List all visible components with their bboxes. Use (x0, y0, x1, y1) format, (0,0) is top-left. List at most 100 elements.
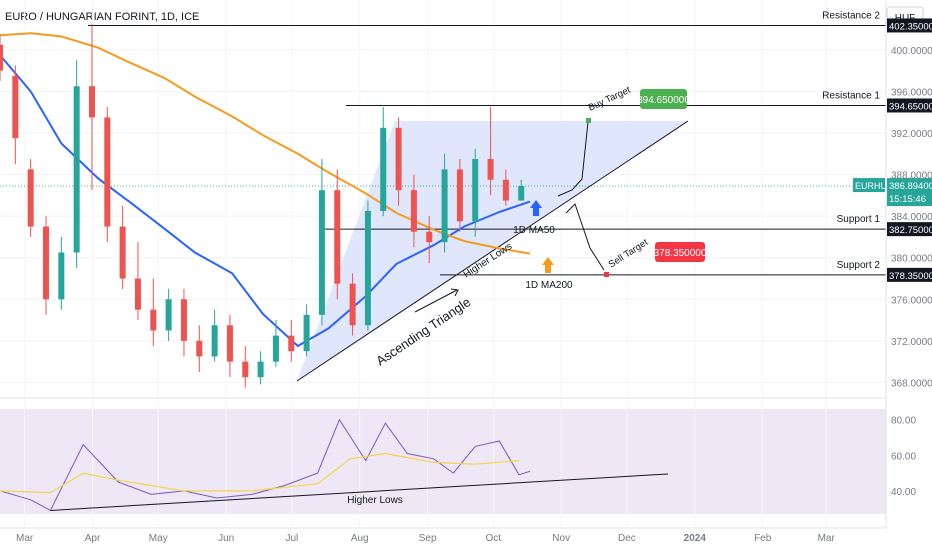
time-tick-label: Mar (16, 533, 34, 544)
level-name: Support 2 (837, 260, 881, 271)
candle-body (395, 127, 402, 191)
price-tick-label: 376.000000 (891, 295, 932, 306)
candle-body (42, 226, 49, 300)
candle-body (518, 186, 525, 201)
buy-target-badge (640, 89, 687, 109)
candle-body (364, 210, 371, 326)
candle-body (180, 299, 187, 341)
candle-body (334, 190, 341, 284)
candle-body (150, 309, 157, 331)
level-value-badge (887, 98, 932, 113)
candle-body (441, 169, 448, 243)
candle-body (487, 158, 494, 180)
candle-body (502, 179, 509, 201)
buy-projection-path (557, 121, 589, 197)
candle-body (257, 361, 264, 378)
candle-body (456, 169, 463, 222)
higher-lows-arrow (414, 289, 458, 313)
candle-body (165, 299, 172, 331)
level-name: Resistance 2 (822, 10, 880, 21)
price-tick-label: 396.000000 (891, 87, 932, 98)
rsi-band (0, 409, 886, 514)
rsi-tick-label: 60.00 (891, 451, 916, 462)
rsi-trendline (50, 473, 669, 511)
sell-target-label: Sell Target (607, 237, 651, 271)
candle-body (272, 335, 279, 362)
rsi-ma-line (0, 452, 520, 494)
candle-body (104, 117, 111, 227)
level-value-badge (887, 222, 932, 237)
candle-body (196, 340, 203, 357)
level-value: 382.750000 (889, 225, 932, 236)
candle-body (58, 252, 65, 300)
level-name: Support 1 (837, 214, 881, 225)
level-value: 402.350000 (889, 21, 932, 32)
candle-body (226, 325, 233, 362)
price-tick-label: 388.000000 (891, 171, 932, 182)
candle-body (0, 44, 3, 71)
price-tick-label: 400.000000 (891, 46, 932, 57)
candle-body (211, 325, 218, 357)
sell-target-value: 378.350000 (654, 248, 707, 259)
candle-body (380, 127, 387, 211)
sell-target-marker (604, 272, 609, 277)
candle-body (12, 75, 19, 139)
price-tick-label: 380.000000 (891, 254, 932, 265)
time-tick-label: Jun (218, 533, 234, 544)
candle-body (426, 231, 433, 243)
buy-target-label: Buy Target (587, 84, 633, 113)
candle-body (27, 169, 34, 227)
price-tick-label: 372.000000 (891, 337, 932, 348)
time-tick-label: Jul (285, 533, 298, 544)
time-tick-label: Oct (486, 533, 502, 544)
rsi-line (0, 418, 531, 512)
time-tick-label: May (149, 533, 168, 544)
candle-body (472, 158, 479, 222)
price-tick-label: 384.000000 (891, 212, 932, 223)
candle-body (288, 335, 295, 352)
buy-target-marker (586, 118, 591, 123)
ma200-arrow-icon (542, 257, 554, 273)
time-tick-label: Sep (419, 533, 437, 544)
candle-body (119, 226, 126, 279)
candle-body (349, 283, 356, 326)
symbol-title: EURO / HUNGARIAN FORINT, 1D, ICE (5, 11, 199, 23)
rsi-higher-lows-label: Higher Lows (347, 495, 403, 506)
ma200-label: 1D MA200 (525, 280, 573, 291)
countdown-value: 15:15:46 (889, 194, 926, 205)
triangle-support-line (296, 120, 689, 382)
time-tick-label: Aug (351, 533, 369, 544)
symbol-tag (853, 178, 885, 193)
candle-body (303, 314, 310, 352)
candle-body (242, 361, 249, 378)
time-tick-label: Apr (85, 533, 101, 544)
higher-lows-arrowhead (450, 288, 459, 297)
time-tick-label: Nov (552, 533, 570, 544)
candle-body (410, 190, 417, 232)
time-tick-label: Dec (618, 533, 636, 544)
candle-body (318, 190, 325, 315)
time-tick-label: 2024 (684, 533, 707, 544)
candle-body (88, 86, 95, 118)
ma50-arrow-icon (530, 200, 542, 216)
current-price-badge (887, 178, 932, 207)
rsi-tick-label: 40.00 (891, 487, 916, 498)
ma50-label: 1D MA50 (513, 225, 555, 236)
current-price-value: 386.894000 (889, 181, 932, 192)
candle-body (73, 86, 80, 253)
buy-target-value: 394.650000 (637, 95, 690, 106)
level-name: Resistance 1 (822, 90, 880, 101)
level-value-badge (887, 18, 932, 33)
level-value: 394.650000 (889, 101, 932, 112)
sell-target-badge (655, 242, 705, 262)
level-value-badge (887, 267, 932, 282)
price-tick-label: 392.000000 (891, 129, 932, 140)
time-tick-label: Feb (754, 533, 772, 544)
level-value: 378.350000 (889, 271, 932, 282)
candle-body (134, 278, 141, 310)
symbol-tag-text: EURHUF (855, 181, 893, 191)
sell-projection-path (565, 203, 605, 271)
rsi-tick-label: 80.00 (891, 416, 916, 427)
price-tick-label: 368.000000 (891, 378, 932, 389)
